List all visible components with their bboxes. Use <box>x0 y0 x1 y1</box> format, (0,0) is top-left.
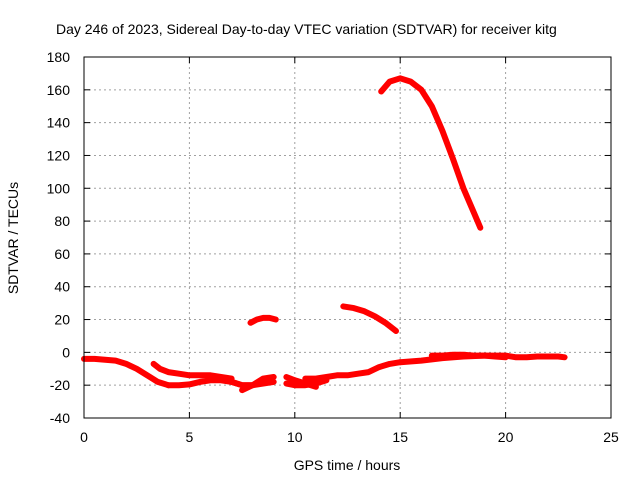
series-arc-bump-8h <box>247 314 279 326</box>
series-arc-dip-6 <box>283 377 330 389</box>
x-tick-label: 0 <box>80 429 88 445</box>
y-tick-label: -40 <box>50 410 70 426</box>
series-arc-late-2 <box>428 351 509 361</box>
y-tick-label: 0 <box>62 344 70 360</box>
y-tick-label: 180 <box>47 49 71 65</box>
y-tick-label: 40 <box>54 279 70 295</box>
y-tick-label: 20 <box>54 312 70 328</box>
chart-title: Day 246 of 2023, Sidereal Day-to-day VTE… <box>56 21 557 37</box>
y-tick-label: 80 <box>54 213 70 229</box>
series-group <box>81 75 568 394</box>
y-tick-label: 160 <box>47 82 71 98</box>
x-tick-label: 15 <box>392 429 408 445</box>
plot-frame <box>83 56 612 419</box>
x-tick-label: 10 <box>287 429 303 445</box>
x-tick-label: 25 <box>603 429 619 445</box>
y-tick-label: -20 <box>50 377 70 393</box>
series-arc-baseline-early <box>81 355 172 389</box>
x-axis-label: GPS time / hours <box>294 457 401 473</box>
axis-ticks: 0 5 10 15 20 25 -40 -20 0 20 40 60 80 100 120 140 160 180 <box>47 49 619 445</box>
series-arc-dip-7 <box>302 359 404 382</box>
series-arc-peak-15h <box>378 75 484 231</box>
x-tick-label: 5 <box>186 429 194 445</box>
grid-lines <box>84 57 611 418</box>
y-tick-label: 60 <box>54 246 70 262</box>
x-tick-label: 20 <box>498 429 514 445</box>
series-arc-descent-12h <box>340 303 399 334</box>
y-tick-label: 120 <box>47 147 71 163</box>
y-tick-label: 100 <box>47 180 71 196</box>
y-axis-label: SDTVAR / TECUs <box>5 182 21 294</box>
series-arc-dip-1 <box>150 360 235 382</box>
series-arc-dip-4 <box>239 374 277 394</box>
y-tick-label: 140 <box>47 115 71 131</box>
